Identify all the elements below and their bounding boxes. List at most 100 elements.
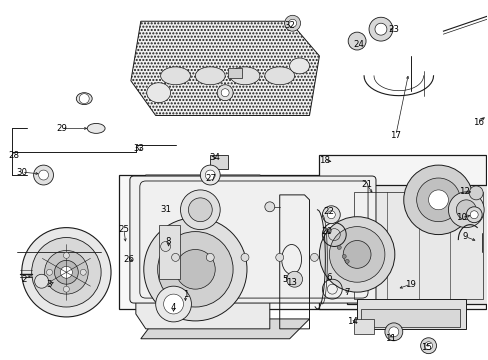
Circle shape bbox=[21, 228, 111, 317]
Circle shape bbox=[466, 207, 481, 223]
Bar bbox=[319, 155, 485, 309]
Circle shape bbox=[54, 260, 78, 284]
Ellipse shape bbox=[76, 93, 92, 105]
Text: 24: 24 bbox=[353, 40, 364, 49]
Circle shape bbox=[163, 294, 183, 314]
Circle shape bbox=[143, 218, 246, 321]
Circle shape bbox=[46, 269, 52, 275]
Circle shape bbox=[264, 202, 274, 212]
Circle shape bbox=[319, 217, 394, 292]
Text: 27: 27 bbox=[205, 174, 216, 183]
Ellipse shape bbox=[161, 67, 190, 85]
Bar bbox=[346, 185, 488, 304]
Circle shape bbox=[180, 190, 220, 230]
Ellipse shape bbox=[264, 67, 294, 85]
Circle shape bbox=[217, 85, 233, 100]
Circle shape bbox=[32, 238, 101, 307]
Ellipse shape bbox=[230, 67, 259, 85]
Bar bbox=[158, 225, 180, 279]
Circle shape bbox=[61, 266, 72, 278]
Circle shape bbox=[347, 32, 366, 50]
Text: 16: 16 bbox=[472, 118, 483, 127]
Ellipse shape bbox=[87, 123, 105, 133]
Polygon shape bbox=[141, 319, 309, 339]
Text: 17: 17 bbox=[389, 131, 401, 140]
Circle shape bbox=[326, 211, 335, 219]
Text: 6: 6 bbox=[326, 273, 331, 282]
Text: 4: 4 bbox=[170, 302, 176, 311]
Text: 28: 28 bbox=[8, 151, 19, 160]
Text: 34: 34 bbox=[209, 153, 220, 162]
Circle shape bbox=[175, 249, 215, 289]
Circle shape bbox=[275, 253, 283, 261]
Text: 7: 7 bbox=[344, 288, 349, 297]
Text: 3: 3 bbox=[47, 280, 52, 289]
Circle shape bbox=[171, 253, 179, 261]
Text: 26: 26 bbox=[123, 255, 134, 264]
Text: 20: 20 bbox=[320, 227, 331, 236]
Circle shape bbox=[388, 327, 398, 337]
Text: 30: 30 bbox=[16, 167, 27, 176]
Bar bbox=[210, 155, 228, 169]
Text: 13: 13 bbox=[285, 278, 297, 287]
Circle shape bbox=[221, 89, 229, 96]
Circle shape bbox=[206, 253, 214, 261]
Circle shape bbox=[384, 323, 402, 341]
Text: 5: 5 bbox=[282, 275, 287, 284]
Circle shape bbox=[79, 94, 89, 104]
Text: 10: 10 bbox=[455, 213, 466, 222]
Ellipse shape bbox=[289, 58, 309, 74]
Text: 8: 8 bbox=[165, 237, 171, 246]
Bar bbox=[360, 309, 459, 327]
Text: 32: 32 bbox=[284, 21, 295, 30]
Circle shape bbox=[34, 165, 53, 185]
Text: 19: 19 bbox=[405, 280, 415, 289]
Circle shape bbox=[35, 274, 48, 288]
Circle shape bbox=[80, 269, 86, 275]
Circle shape bbox=[427, 190, 447, 210]
Circle shape bbox=[63, 252, 69, 258]
Circle shape bbox=[322, 206, 340, 224]
Polygon shape bbox=[131, 21, 319, 116]
Text: 21: 21 bbox=[361, 180, 372, 189]
Ellipse shape bbox=[195, 67, 224, 85]
Circle shape bbox=[447, 192, 483, 228]
Circle shape bbox=[416, 178, 459, 222]
Circle shape bbox=[286, 271, 302, 287]
Circle shape bbox=[310, 253, 318, 261]
Text: 14: 14 bbox=[346, 318, 357, 327]
Text: 1: 1 bbox=[183, 289, 188, 298]
Circle shape bbox=[155, 286, 191, 322]
Circle shape bbox=[403, 165, 472, 235]
Circle shape bbox=[63, 286, 69, 292]
Bar bbox=[356, 299, 466, 329]
Circle shape bbox=[424, 342, 432, 350]
Bar bbox=[119, 175, 386, 309]
Text: 9: 9 bbox=[462, 232, 467, 241]
Circle shape bbox=[328, 227, 384, 282]
Circle shape bbox=[205, 170, 215, 180]
Circle shape bbox=[241, 253, 248, 261]
Polygon shape bbox=[136, 175, 269, 329]
Text: 12: 12 bbox=[458, 188, 469, 197]
Circle shape bbox=[455, 200, 475, 220]
Circle shape bbox=[44, 251, 88, 294]
Circle shape bbox=[345, 260, 348, 264]
Circle shape bbox=[39, 170, 48, 180]
Ellipse shape bbox=[146, 83, 170, 103]
Circle shape bbox=[343, 240, 370, 268]
Circle shape bbox=[420, 338, 436, 354]
Circle shape bbox=[188, 198, 212, 222]
Text: 22: 22 bbox=[323, 207, 334, 216]
Bar bbox=[228, 68, 242, 78]
Bar bbox=[353, 192, 482, 299]
Text: 18: 18 bbox=[318, 156, 329, 165]
Circle shape bbox=[374, 23, 386, 35]
Circle shape bbox=[342, 255, 346, 258]
Text: 11: 11 bbox=[385, 334, 396, 343]
Text: 2: 2 bbox=[21, 275, 26, 284]
Text: 31: 31 bbox=[160, 205, 171, 214]
Circle shape bbox=[157, 231, 233, 307]
Circle shape bbox=[200, 165, 220, 185]
Text: 15: 15 bbox=[420, 343, 431, 352]
